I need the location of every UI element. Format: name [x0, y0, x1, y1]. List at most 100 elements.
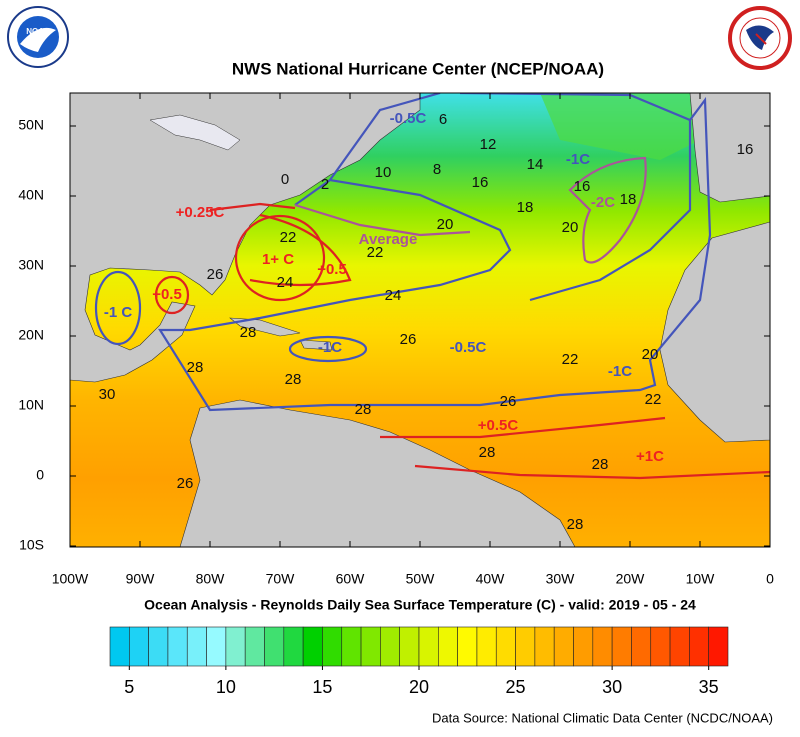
- contour-label: 20: [562, 219, 579, 236]
- contour-label: 26: [207, 266, 224, 283]
- colorbar-cell: [167, 626, 188, 667]
- colorbar-cell: [573, 626, 594, 667]
- nws-logo: [728, 6, 792, 70]
- colorbar-cell: [283, 626, 304, 667]
- lat-tick-label: 0: [36, 467, 44, 483]
- africa: [659, 221, 770, 443]
- colorbar-tick-label: 25: [506, 677, 526, 697]
- anomaly-label: -0.5C: [390, 110, 427, 127]
- contour-label: 2: [321, 176, 329, 193]
- lon-tick-label: 70W: [266, 571, 296, 587]
- anomaly-label: -1 C: [104, 304, 133, 321]
- lon-tick-label: 40W: [476, 571, 506, 587]
- contour-label: 28: [285, 371, 302, 388]
- contour-label: 22: [562, 351, 579, 368]
- anomaly-label: +0.25C: [176, 204, 225, 221]
- lon-tick-label: 0: [766, 571, 774, 587]
- colorbar-cell: [476, 626, 497, 667]
- colorbar-cell: [418, 626, 439, 667]
- lon-tick-label: 90W: [126, 571, 156, 587]
- colorbar-cell: [148, 626, 169, 667]
- contour-label: 12: [480, 136, 497, 153]
- lon-tick-label: 30W: [546, 571, 576, 587]
- south-america: [179, 399, 576, 547]
- contour-label: 28: [240, 324, 257, 341]
- contour-label: 8: [433, 161, 441, 178]
- colorbar-cell: [264, 626, 285, 667]
- contour-label: 16: [472, 174, 489, 191]
- svg-text:NOAA: NOAA: [26, 27, 50, 36]
- contour-label: 16: [574, 178, 591, 195]
- subtitle: Ocean Analysis - Reynolds Daily Sea Surf…: [144, 597, 696, 613]
- lat-tick-label: 10S: [19, 537, 44, 553]
- anomaly-label: +0.5C: [478, 417, 519, 434]
- contour-label: 0: [281, 171, 289, 188]
- source: Data Source: National Climatic Data Cent…: [432, 710, 773, 725]
- contour-label: 28: [355, 401, 372, 418]
- colorbar-cell: [186, 626, 207, 667]
- colorbar-cell: [495, 626, 516, 667]
- colorbar-cell: [553, 626, 574, 667]
- lon-tick-label: 80W: [196, 571, 226, 587]
- colorbar-cell: [206, 626, 227, 667]
- contour-label: 10: [375, 164, 392, 181]
- colorbar-cell: [225, 626, 246, 667]
- lat-tick-label: 10N: [18, 397, 44, 413]
- contour-label: 26: [177, 475, 194, 492]
- contour-label: 20: [437, 216, 454, 233]
- colorbar-cell: [438, 626, 458, 667]
- lat-tick-label: 30N: [18, 257, 44, 273]
- anomaly-labels: -0.5C -1C -2C +0.25C Average 1+ C +0.5 +0.5 -1 C…: [104, 110, 664, 465]
- great-lakes: [149, 114, 241, 151]
- colorbar-cell: [611, 626, 632, 667]
- colorbar-cell: [360, 626, 381, 667]
- colorbar-cell: [302, 626, 323, 667]
- colorbar: 5 10 15 20 25 30 35: [109, 626, 729, 697]
- colorbar-cell: [689, 626, 709, 667]
- axes: 100W 90W 80W 70W 60W 50W 40W 30W 20W 10W 0 50N 40N 30…: [18, 93, 774, 587]
- colorbar-tick-label: 30: [602, 677, 622, 697]
- contour-label: 28: [187, 359, 204, 376]
- colorbar-tick-label: 15: [312, 677, 332, 697]
- colorbar-cell: [380, 626, 400, 667]
- colorbar-cell: [244, 626, 265, 667]
- colorbar-cell: [650, 626, 671, 667]
- lon-tick-label: 100W: [52, 571, 89, 587]
- contour-label: 14: [527, 156, 544, 173]
- colorbar-cell: [708, 626, 729, 667]
- colorbar-tick-label: 20: [409, 677, 429, 697]
- contour-label: 28: [592, 456, 609, 473]
- title: NWS National Hurricane Center (NCEP/NOAA…: [232, 59, 604, 78]
- colorbar-cell: [631, 626, 652, 667]
- contour-label: 30: [99, 386, 116, 403]
- contour-label: 22: [645, 391, 662, 408]
- contour-label: 24: [385, 287, 402, 304]
- contour-label: 6: [439, 111, 447, 128]
- anomaly-label: +0.5: [152, 286, 182, 303]
- contour-label: 16: [737, 141, 754, 158]
- colorbar-cell: [592, 626, 613, 667]
- contour-label: 28: [479, 444, 496, 461]
- contour-label: 24: [277, 274, 294, 291]
- colorbar-tick-label: 35: [699, 677, 719, 697]
- colorbar-tick-label: 10: [216, 677, 236, 697]
- map: 6 12 14 16 10 8 16 16 18 0 2 18 20 20 22 22 26 24 24 26 28 28…: [70, 93, 770, 547]
- anomaly-label: +1C: [636, 448, 664, 465]
- colorbar-cell: [669, 626, 690, 667]
- colorbar-cell: [129, 626, 149, 667]
- anomaly-label: -1C: [608, 363, 632, 380]
- lon-tick-label: 10W: [686, 571, 716, 587]
- europe: [689, 93, 770, 203]
- anomaly-label: -2C: [591, 194, 615, 211]
- contour-label: 22: [280, 229, 297, 246]
- contour-labels: 6 12 14 16 10 8 16 16 18 0 2 18 20 20 22 22 26 24 24 26 28 28…: [99, 111, 754, 533]
- anomaly-label: Average: [359, 231, 418, 248]
- colorbar-cell: [341, 626, 362, 667]
- ocean-shade: [540, 93, 700, 160]
- contour-label: 28: [567, 516, 584, 533]
- colorbar-cell: [322, 626, 343, 667]
- anomaly-label: 1+ C: [262, 251, 294, 268]
- contour-label: 20: [642, 346, 659, 363]
- lon-tick-label: 60W: [336, 571, 366, 587]
